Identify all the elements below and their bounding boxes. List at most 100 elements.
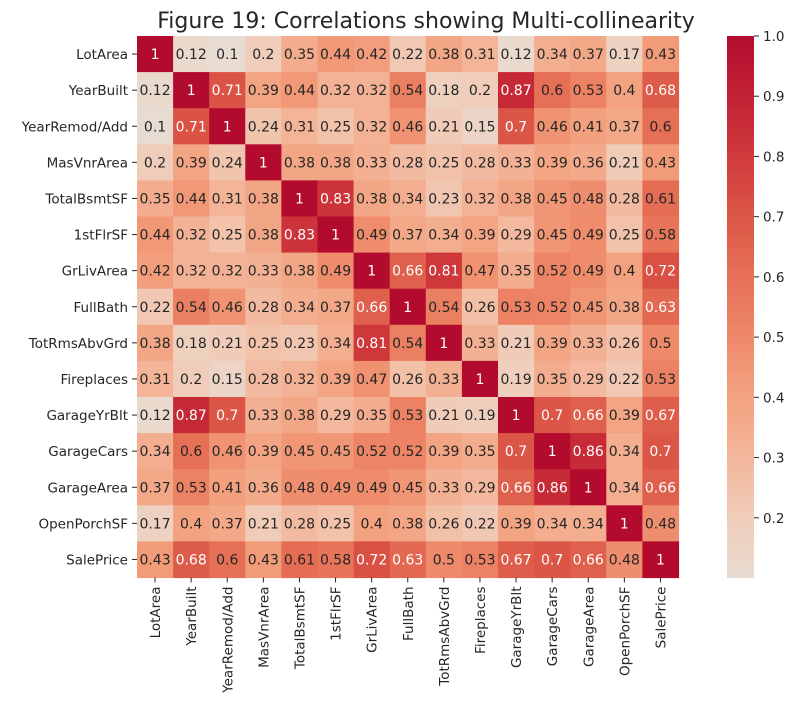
heatmap-cell <box>281 252 319 290</box>
heatmap-cell <box>570 469 607 506</box>
heatmap-cell <box>570 36 607 73</box>
cell-value-label: 0.48 <box>645 516 676 532</box>
cell-value-label: 0.53 <box>645 372 676 388</box>
cell-value-label: 0.72 <box>356 552 387 568</box>
heatmap-cell <box>281 360 319 398</box>
heatmap-cell <box>245 541 282 579</box>
cell-value-label: 0.33 <box>428 480 459 496</box>
heatmap-cell <box>389 541 427 579</box>
heatmap-cell <box>173 288 210 326</box>
cell-value-label: 0.32 <box>176 228 207 244</box>
cell-value-label: 0.44 <box>139 228 170 244</box>
heatmap-cell <box>425 36 463 73</box>
cell-value-label: 0.33 <box>573 336 604 352</box>
cell-value-label: 0.17 <box>609 47 640 63</box>
cell-value-label: 1 <box>331 228 340 244</box>
cell-value-label: 0.43 <box>645 155 676 171</box>
cell-value-label: 0.46 <box>537 119 568 135</box>
heatmap-cell <box>245 469 282 506</box>
cell-value-label: 0.66 <box>392 264 423 280</box>
heatmap-cell <box>498 541 535 579</box>
cell-value-label: 1 <box>259 155 268 171</box>
heatmap-cell <box>534 288 571 326</box>
heatmap-cell <box>461 72 499 109</box>
cell-value-label: 0.35 <box>464 444 495 460</box>
cell-value-label: 0.38 <box>139 336 170 352</box>
cell-value-label: 0.29 <box>573 372 604 388</box>
cell-value-label: 0.15 <box>464 119 495 135</box>
heatmap-cell <box>389 505 427 542</box>
column-tick-label: GarageCars <box>545 587 561 667</box>
cell-value-label: 0.63 <box>392 552 423 568</box>
heatmap-cell <box>317 397 355 434</box>
heatmap-cell <box>642 252 680 290</box>
cell-value-label: 0.5 <box>433 552 455 568</box>
cell-value-label: 0.32 <box>356 119 387 135</box>
cell-value-label: 0.1 <box>144 119 166 135</box>
cell-value-label: 0.5 <box>649 336 671 352</box>
row-tick-label: TotRmsAbvGrd <box>28 336 128 352</box>
cell-value-label: 0.7 <box>541 408 563 424</box>
cell-value-label: 0.26 <box>609 336 640 352</box>
cell-value-label: 0.28 <box>609 191 640 207</box>
heatmap-cell <box>425 397 463 434</box>
heatmap-cell <box>461 433 499 470</box>
heatmap-cell <box>389 216 427 254</box>
cell-value-label: 1 <box>475 372 484 388</box>
heatmap-cell <box>173 252 210 290</box>
cell-value-label: 0.66 <box>500 480 531 496</box>
cell-value-label: 0.45 <box>537 191 568 207</box>
row-tick-label: YearRemod/Add <box>21 119 128 135</box>
cell-value-label: 0.34 <box>428 228 459 244</box>
cell-value-label: 0.22 <box>392 47 423 63</box>
row-tick-label: 1stFlrSF <box>74 228 128 244</box>
cell-value-label: 0.58 <box>320 552 351 568</box>
cell-value-label: 0.52 <box>356 444 387 460</box>
heatmap-cell <box>209 288 246 326</box>
heatmap-cell <box>498 433 535 470</box>
cell-value-label: 0.35 <box>537 372 568 388</box>
heatmap-cell <box>137 469 174 506</box>
cell-value-label: 0.28 <box>248 372 279 388</box>
heatmap-cell <box>606 324 643 362</box>
heatmap-cell <box>461 180 499 218</box>
heatmap-cell <box>137 433 174 470</box>
cell-value-label: 0.71 <box>176 119 207 135</box>
cell-value-label: 0.39 <box>428 444 459 460</box>
cell-value-label: 0.39 <box>537 155 568 171</box>
heatmap-cell <box>317 36 355 73</box>
cell-value-label: 0.12 <box>176 47 207 63</box>
cell-value-label: 1 <box>187 83 196 99</box>
heatmap-cell <box>317 360 355 398</box>
heatmap-cell <box>461 36 499 73</box>
cell-value-label: 0.7 <box>216 408 238 424</box>
column-tick-label: TotalBsmtSF <box>292 587 308 671</box>
heatmap-cell <box>173 144 210 181</box>
cell-value-label: 0.39 <box>609 408 640 424</box>
cell-value-label: 0.7 <box>649 444 671 460</box>
cell-value-label: 0.45 <box>320 444 351 460</box>
heatmap-cell <box>570 72 607 109</box>
cell-value-label: 0.48 <box>609 552 640 568</box>
cell-value-label: 0.68 <box>176 552 207 568</box>
heatmap-cell <box>209 108 246 145</box>
heatmap-cell <box>137 216 174 254</box>
heatmap-cell <box>425 108 463 145</box>
cell-value-label: 0.29 <box>500 228 531 244</box>
row-tick-label: SalePrice <box>66 552 128 568</box>
heatmap-cell <box>173 216 210 254</box>
cell-value-label: 1 <box>367 264 376 280</box>
cell-value-label: 0.38 <box>284 408 315 424</box>
heatmap-cell <box>389 360 427 398</box>
cell-value-label: 0.35 <box>500 264 531 280</box>
row-tick-label: GarageCars <box>48 444 128 460</box>
cell-value-label: 0.33 <box>356 155 387 171</box>
colorbar: 0.2 0.3 0.4 0.5 0.6 0.7 0.8 0.9 1.0 <box>727 29 784 578</box>
heatmap-cell <box>642 541 680 579</box>
cell-value-label: 0.25 <box>428 155 459 171</box>
cell-value-label: 0.49 <box>320 480 351 496</box>
heatmap-cell <box>245 36 282 73</box>
cell-value-label: 0.61 <box>284 552 315 568</box>
heatmap-cell <box>606 252 643 290</box>
